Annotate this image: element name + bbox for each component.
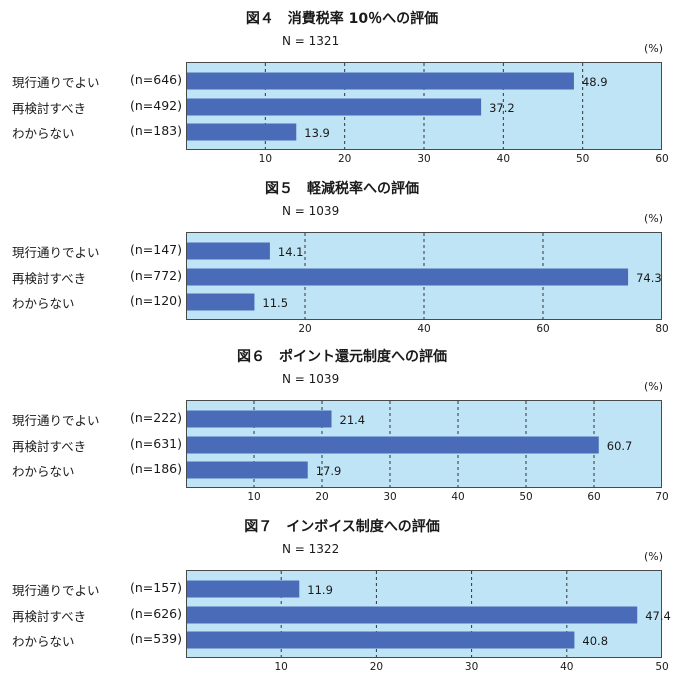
category-count: (n=626) — [129, 606, 182, 621]
category-label: 再検討すべき — [12, 271, 87, 286]
x-tick-label: 20 — [298, 323, 311, 335]
x-tick-label: 30 — [383, 491, 396, 503]
sample-size-label: N = 1039 — [282, 372, 340, 386]
chart-svg: 21.4 60.7 17.9 10 20 30 40 50 60 70 — [187, 401, 669, 503]
value-label: 11.5 — [262, 296, 288, 310]
category-count: (n=186) — [129, 461, 182, 476]
x-tick-label: 40 — [451, 491, 464, 503]
category-count: (n=539) — [129, 631, 182, 646]
chart-panel: 図５ 軽減税率への評価 N = 1039 (%) 現行通りでよい (n=147) 再検討す… — [0, 178, 684, 340]
x-tick-label: 30 — [465, 661, 478, 673]
sample-size-label: N = 1322 — [282, 542, 340, 556]
category-label: わからない — [12, 634, 75, 649]
unit-label: (%) — [643, 380, 663, 393]
bar — [187, 606, 638, 624]
x-tick-label: 60 — [587, 491, 600, 503]
category-label: 再検討すべき — [12, 101, 87, 116]
value-label: 48.9 — [582, 75, 608, 89]
value-label: 60.7 — [607, 439, 633, 453]
bar — [187, 242, 270, 260]
x-tick-label: 30 — [417, 153, 430, 165]
chart-panel: 図４ 消費税率 10％への評価 N = 1321 (%) 現行通りでよい (n=646)… — [0, 8, 684, 170]
value-label: 40.8 — [582, 634, 608, 648]
sample-size-label: N = 1039 — [282, 204, 340, 218]
x-tick-label: 60 — [655, 153, 668, 165]
chart-title: 図６ ポイント還元制度への評価 — [237, 349, 447, 365]
x-tick-label: 10 — [275, 661, 288, 673]
category-count: (n=183) — [129, 123, 182, 138]
bar — [187, 461, 308, 479]
unit-label: (%) — [643, 42, 663, 55]
category-count: (n=631) — [129, 436, 182, 451]
chart-panel: 図７ インボイス制度への評価 N = 1322 (%) 現行通りでよい (n=157) 再… — [0, 516, 684, 678]
category-label: 現行通りでよい — [12, 413, 100, 428]
category-label: わからない — [12, 126, 75, 141]
bar — [187, 123, 297, 141]
category-count: (n=492) — [129, 98, 182, 113]
chart-svg: 11.9 47.4 40.8 10 20 30 40 50 — [187, 571, 671, 673]
category-count: (n=222) — [129, 410, 182, 425]
x-tick-label: 20 — [338, 153, 351, 165]
unit-label: (%) — [643, 550, 663, 563]
bar — [187, 268, 629, 286]
bar — [187, 436, 599, 454]
x-tick-label: 40 — [560, 661, 573, 673]
category-label: わからない — [12, 464, 75, 479]
x-tick-label: 80 — [655, 323, 668, 335]
category-label: 再検討すべき — [12, 609, 87, 624]
x-tick-label: 10 — [247, 491, 260, 503]
chart-svg: 48.9 37.2 13.9 10 20 30 40 50 60 — [187, 63, 669, 165]
category-label: 現行通りでよい — [12, 583, 100, 598]
category-count: (n=646) — [129, 72, 182, 87]
value-label: 37.2 — [489, 101, 515, 115]
x-tick-label: 50 — [519, 491, 532, 503]
x-tick-label: 20 — [315, 491, 328, 503]
x-tick-label: 40 — [497, 153, 510, 165]
bar — [187, 72, 574, 90]
chart-title: 図７ インボイス制度への評価 — [244, 519, 440, 535]
x-tick-label: 70 — [655, 491, 668, 503]
value-label: 13.9 — [304, 126, 330, 140]
x-tick-label: 60 — [536, 323, 549, 335]
x-tick-label: 50 — [655, 661, 668, 673]
value-label: 21.4 — [340, 413, 366, 427]
bar — [187, 580, 300, 598]
chart-title: 図５ 軽減税率への評価 — [265, 181, 419, 197]
chart-svg: 14.1 74.3 11.5 20 40 60 80 — [187, 233, 669, 335]
value-label: 47.4 — [645, 609, 671, 623]
bar — [187, 293, 255, 311]
bar — [187, 98, 482, 116]
unit-label: (%) — [643, 212, 663, 225]
value-label: 74.3 — [636, 271, 662, 285]
bar — [187, 410, 332, 428]
category-label: 現行通りでよい — [12, 75, 100, 90]
x-tick-label: 50 — [576, 153, 589, 165]
category-label: わからない — [12, 296, 75, 311]
category-label: 再検討すべき — [12, 439, 87, 454]
category-count: (n=147) — [129, 242, 182, 257]
bar — [187, 631, 575, 649]
category-count: (n=157) — [129, 580, 182, 595]
category-count: (n=772) — [129, 268, 182, 283]
chart-title: 図４ 消費税率 10％への評価 — [245, 11, 439, 27]
value-label: 11.9 — [307, 583, 333, 597]
category-label: 現行通りでよい — [12, 245, 100, 260]
x-tick-label: 40 — [417, 323, 430, 335]
value-label: 14.1 — [278, 245, 304, 259]
x-tick-label: 20 — [370, 661, 383, 673]
x-tick-label: 10 — [259, 153, 272, 165]
sample-size-label: N = 1321 — [282, 34, 340, 48]
category-count: (n=120) — [129, 293, 182, 308]
value-label: 17.9 — [316, 464, 342, 478]
chart-panel: 図６ ポイント還元制度への評価 N = 1039 (%) 現行通りでよい (n=222)… — [0, 346, 684, 508]
